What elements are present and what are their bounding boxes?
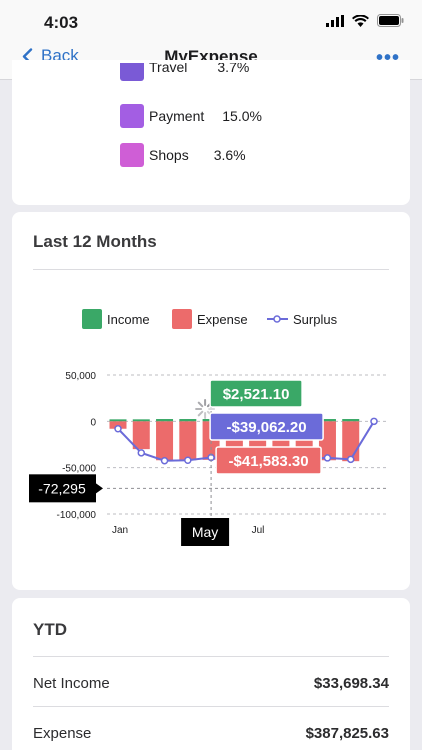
surplus-point bbox=[370, 417, 378, 426]
divider bbox=[33, 269, 389, 270]
category-row[interactable]: Travel 3.7% bbox=[120, 63, 249, 87]
last-12-months-chart[interactable]: Income Expense Surplus 50,000 0 -50,000 -10… bbox=[12, 212, 410, 590]
category-swatch bbox=[120, 143, 144, 167]
expense-legend-swatch bbox=[172, 309, 192, 329]
category-row[interactable]: Payment 15.0% bbox=[120, 104, 262, 128]
x-tick-label: Jul bbox=[252, 525, 265, 536]
expense-tooltip-value: -$41,583.30 bbox=[229, 453, 309, 470]
surplus-tooltip-box bbox=[209, 412, 324, 441]
chart-grid bbox=[107, 374, 389, 515]
surplus-tooltip-value: -$39,062.20 bbox=[227, 419, 307, 436]
category-percent: 3.7% bbox=[217, 63, 250, 75]
chart-card-title: Last 12 Months bbox=[33, 232, 157, 251]
expense-bar bbox=[132, 421, 150, 450]
battery-icon bbox=[377, 14, 404, 27]
crosshair-x-value: May bbox=[192, 524, 218, 540]
income-bar bbox=[179, 419, 197, 422]
categories-card: Travel 3.7% Payment 15.0% Shops 3.6% bbox=[12, 60, 410, 205]
ytd-card: YTD Net Income $33,698.34 Expense $387,8… bbox=[12, 598, 410, 750]
surplus-tooltip: -$39,062.20 bbox=[209, 412, 324, 441]
legend-item-surplus[interactable]: Surplus bbox=[267, 312, 338, 327]
surplus-point bbox=[114, 424, 122, 433]
status-bar: 4:03 bbox=[0, 0, 422, 40]
crosshair-y-pointer bbox=[96, 483, 103, 494]
y-axis: 50,000 0 -50,000 -100,000 bbox=[57, 371, 97, 521]
spinner-spoke bbox=[197, 401, 204, 408]
income-bar bbox=[109, 419, 127, 422]
ytd-label: Expense bbox=[33, 725, 92, 742]
income-bar bbox=[318, 419, 336, 422]
signal-icon bbox=[326, 14, 344, 27]
y-tick-label: -100,000 bbox=[57, 510, 97, 521]
divider bbox=[33, 706, 389, 707]
expense-bar bbox=[179, 421, 197, 461]
ytd-value: $33,698.34 bbox=[313, 675, 389, 692]
income-bar bbox=[132, 419, 150, 422]
category-label: Payment bbox=[149, 108, 205, 124]
income-legend-swatch bbox=[82, 309, 102, 329]
status-icons bbox=[326, 14, 404, 27]
wifi-icon bbox=[352, 14, 369, 27]
surplus-point bbox=[184, 456, 192, 465]
crosshair-y-value: -72,295 bbox=[38, 480, 86, 496]
chart-legend: Income Expense Surplus bbox=[82, 309, 338, 329]
category-label: Travel bbox=[149, 63, 188, 75]
surplus-point bbox=[160, 456, 169, 465]
income-tooltip: $2,521.10 bbox=[209, 379, 303, 408]
category-percent: 15.0% bbox=[222, 108, 262, 124]
crosshair-x-readout bbox=[181, 518, 230, 546]
income-legend-label: Income bbox=[107, 312, 150, 327]
surplus-point bbox=[137, 449, 146, 457]
category-swatch bbox=[120, 63, 144, 81]
category-swatch bbox=[120, 104, 144, 128]
surplus-point bbox=[346, 455, 355, 464]
surplus-legend-label: Surplus bbox=[293, 312, 338, 327]
crosshair-y-readout bbox=[29, 474, 96, 503]
ytd-value: $387,825.63 bbox=[305, 725, 389, 742]
spinner-spoke bbox=[197, 410, 204, 417]
ytd-title: YTD bbox=[33, 620, 67, 639]
chart-crosshair: -72,295 May $2,521.10 -$39,062.20 -$41,583.3… bbox=[29, 379, 389, 546]
ytd-row-expense[interactable]: Expense $387,825.63 bbox=[33, 725, 389, 742]
income-bar bbox=[156, 419, 174, 422]
status-time: 4:03 bbox=[44, 13, 79, 32]
surplus-legend-marker bbox=[273, 315, 281, 323]
category-label: Shops bbox=[149, 147, 189, 163]
income-tooltip-value: $2,521.10 bbox=[223, 386, 290, 403]
x-axis: Jan Jul bbox=[112, 525, 264, 536]
legend-item-income[interactable]: Income bbox=[82, 309, 150, 329]
income-tooltip-box bbox=[209, 379, 303, 408]
divider bbox=[33, 656, 389, 657]
y-tick-label: 50,000 bbox=[65, 371, 96, 382]
y-tick-label: 0 bbox=[90, 417, 96, 428]
expense-tooltip: -$41,583.30 bbox=[215, 446, 322, 475]
expense-bar bbox=[342, 421, 360, 462]
surplus-point bbox=[323, 454, 332, 462]
expense-legend-label: Expense bbox=[197, 312, 248, 327]
y-tick-label: -50,000 bbox=[62, 464, 96, 475]
ytd-label: Net Income bbox=[33, 675, 110, 692]
expense-bar bbox=[156, 421, 174, 461]
last-12-months-card: Last 12 Months Income Expense Surplus 50… bbox=[12, 212, 410, 590]
expense-tooltip-box bbox=[215, 446, 322, 475]
x-tick-label: Jan bbox=[112, 525, 128, 536]
legend-item-expense[interactable]: Expense bbox=[172, 309, 248, 329]
category-row[interactable]: Shops 3.6% bbox=[120, 143, 246, 167]
category-percent: 3.6% bbox=[213, 147, 246, 163]
ytd-row-net-income[interactable]: Net Income $33,698.34 bbox=[33, 675, 389, 692]
income-bar bbox=[342, 419, 360, 422]
